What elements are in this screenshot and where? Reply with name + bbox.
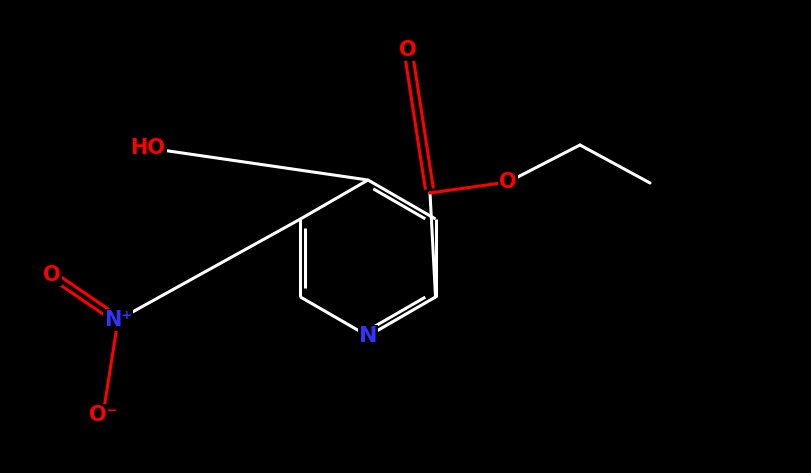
Text: N⁺: N⁺	[104, 310, 132, 330]
Text: O: O	[499, 172, 516, 192]
Text: N: N	[358, 326, 377, 346]
Text: O: O	[399, 40, 416, 60]
Text: O: O	[43, 265, 61, 285]
Text: HO: HO	[131, 138, 165, 158]
Text: O⁻: O⁻	[88, 405, 117, 425]
